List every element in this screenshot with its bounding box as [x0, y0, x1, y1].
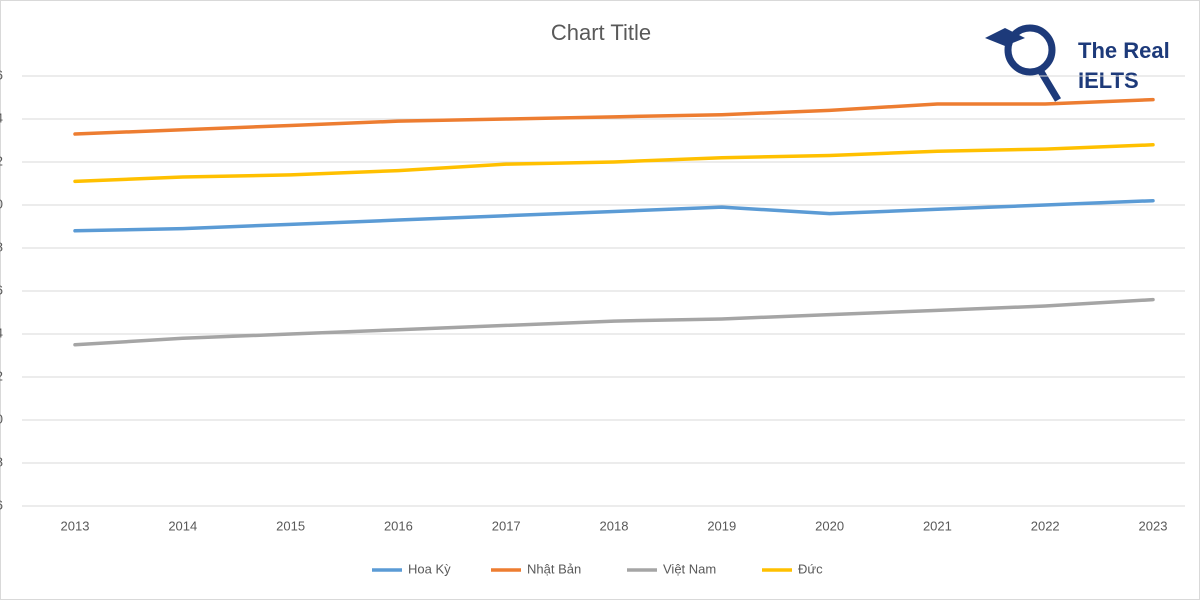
y-tick-label: 78 [0, 239, 3, 254]
y-tick-label: 68 [0, 454, 3, 469]
logo-text: The Real [1078, 38, 1170, 63]
logo-handle [1036, 68, 1062, 102]
y-tick-label: 66 [0, 497, 3, 512]
logo: The Real IELTS [985, 24, 1170, 102]
logo-text: IELTS [1078, 68, 1139, 93]
x-tick-label: 2020 [815, 518, 844, 533]
x-tick-label: 2019 [707, 518, 736, 533]
x-tick-label: 2017 [492, 518, 521, 533]
series-line [73, 198, 1155, 233]
legend-label: Hoa Kỳ [408, 561, 451, 576]
chart-title: Chart Title [551, 20, 651, 45]
y-tick-label: 80 [0, 196, 3, 211]
y-tick-label: 70 [0, 411, 3, 426]
x-tick-label: 2016 [384, 518, 413, 533]
y-tick-label: 76 [0, 282, 3, 297]
y-tick-label: 84 [0, 110, 3, 125]
y-tick-label: 86 [0, 67, 3, 82]
series-line [73, 143, 1155, 184]
legend-label: Việt Nam [663, 561, 716, 576]
y-tick-label: 74 [0, 325, 3, 340]
x-tick-label: 2023 [1139, 518, 1168, 533]
series-line [73, 297, 1155, 347]
x-tick-label: 2018 [600, 518, 629, 533]
legend-label: Nhật Bản [527, 561, 581, 576]
legend-label: Đức [798, 561, 823, 576]
series-line [73, 97, 1155, 136]
x-tick-label: 2022 [1031, 518, 1060, 533]
logo-icon [1004, 24, 1056, 76]
x-tick-label: 2014 [168, 518, 197, 533]
x-tick-label: 2015 [276, 518, 305, 533]
x-tick-label: 2013 [61, 518, 90, 533]
logo-cap [985, 28, 1025, 46]
y-tick-label: 72 [0, 368, 3, 383]
y-tick-label: 82 [0, 153, 3, 168]
x-tick-label: 2021 [923, 518, 952, 533]
